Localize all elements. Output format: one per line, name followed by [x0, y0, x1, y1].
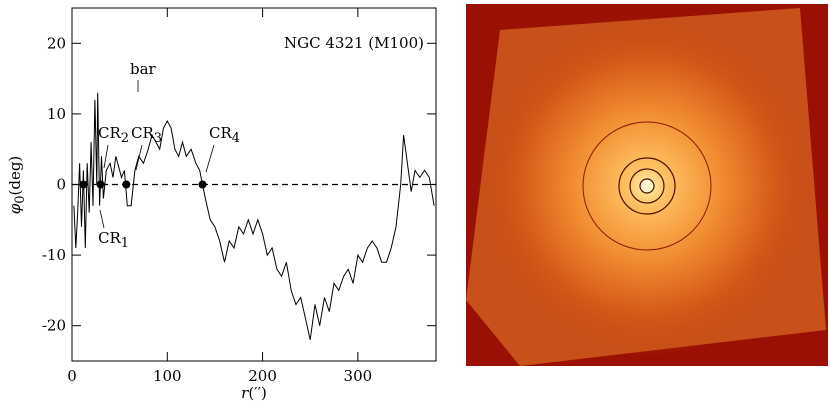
crossing-marker — [96, 180, 105, 189]
crossing-marker — [79, 180, 88, 189]
annotation: CR3 — [131, 124, 162, 146]
annotation: bar — [130, 60, 157, 78]
y-tick-label: -20 — [42, 317, 66, 335]
annotation-sub: 1 — [121, 236, 129, 251]
chart-title: NGC 4321 (M100) — [284, 34, 424, 52]
annotation-text: bar — [130, 60, 157, 78]
annotation-text: CR — [98, 229, 121, 247]
y-tick-label: 10 — [47, 105, 66, 123]
annotation-text: CR — [98, 124, 121, 142]
annotation-arrow — [103, 144, 109, 169]
annotation-sub: 3 — [154, 131, 162, 146]
annotation-text: CR — [131, 124, 154, 142]
crossing-marker — [122, 180, 131, 189]
y-axis-label-part: φ — [6, 203, 24, 214]
y-axis-label-part: (deg) — [6, 156, 24, 196]
annotation: CR2 — [98, 124, 129, 146]
profile-line — [73, 92, 435, 340]
annotation: CR1 — [98, 229, 129, 251]
y-tick-label: -10 — [42, 246, 66, 264]
annotation-arrow — [99, 209, 105, 229]
galaxy-image — [466, 4, 828, 366]
x-tick-label: 300 — [344, 367, 373, 385]
annotation-sub: 2 — [121, 131, 129, 146]
annotation-sub: 4 — [232, 131, 240, 146]
y-axis-label-part: 0 — [13, 196, 28, 204]
x-axis-label-part: (′′) — [248, 384, 267, 402]
annotation-arrow — [205, 144, 215, 173]
x-tick-label: 200 — [248, 367, 277, 385]
annotation-arrow — [135, 144, 143, 171]
annotation-text: CR — [209, 124, 232, 142]
y-tick-label: 20 — [47, 34, 66, 52]
y-axis-label: φ0(deg) — [6, 156, 28, 215]
annotation: CR4 — [209, 124, 240, 146]
crossing-marker — [198, 180, 207, 189]
y-tick-label: 0 — [56, 176, 66, 194]
x-axis-label-part: r — [241, 384, 249, 402]
x-axis-label: r(′′) — [241, 384, 267, 402]
x-tick-label: 100 — [153, 367, 182, 385]
x-tick-label: 0 — [67, 367, 77, 385]
